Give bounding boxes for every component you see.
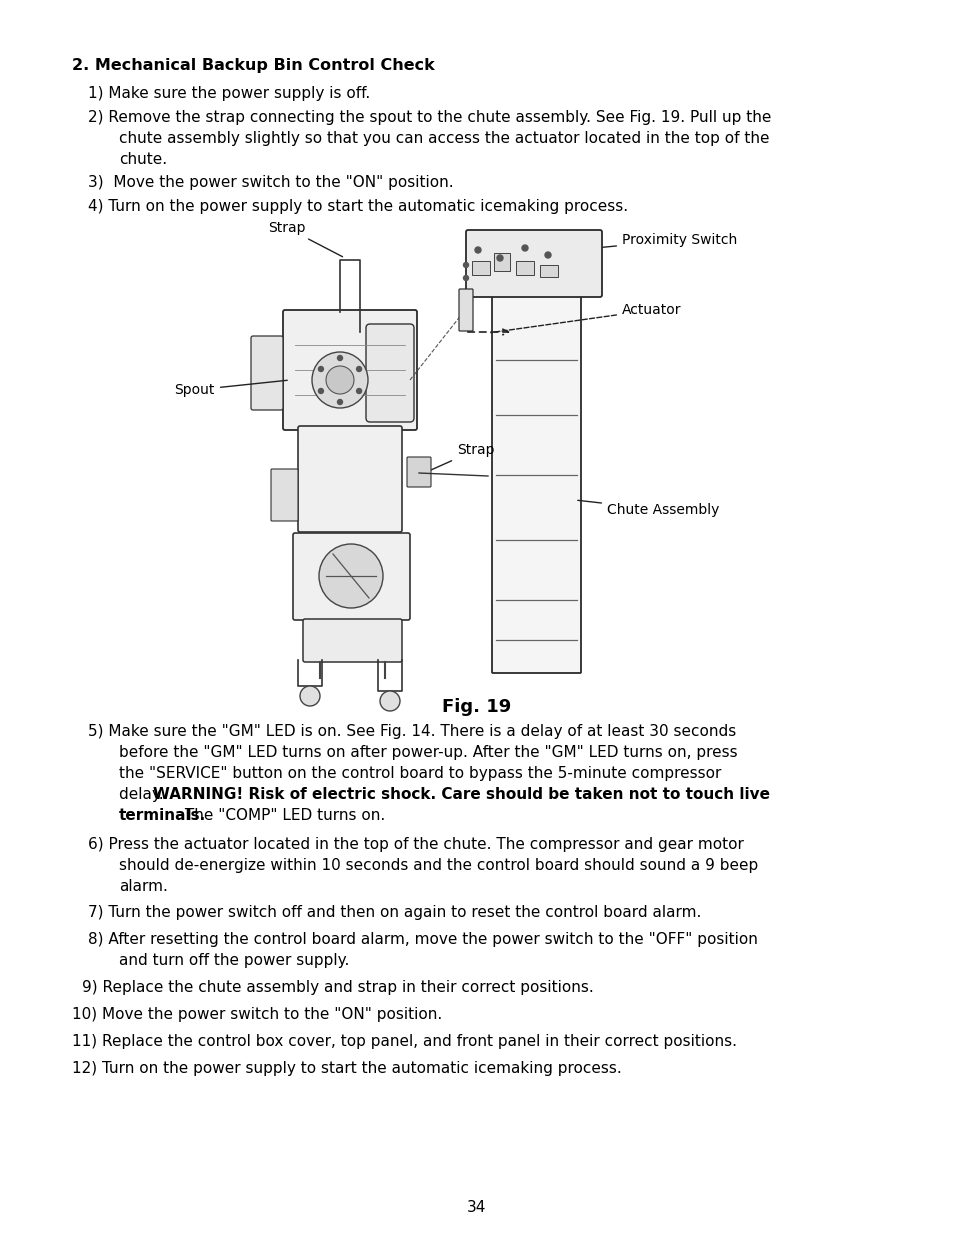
Text: 10) Move the power switch to the "ON" position.: 10) Move the power switch to the "ON" po… bbox=[71, 1007, 442, 1023]
Text: before the "GM" LED turns on after power-up. After the "GM" LED turns on, press: before the "GM" LED turns on after power… bbox=[119, 745, 737, 760]
FancyBboxPatch shape bbox=[407, 457, 431, 487]
Text: 5) Make sure the "GM" LED is on. See Fig. 14. There is a delay of at least 30 se: 5) Make sure the "GM" LED is on. See Fig… bbox=[88, 724, 736, 739]
FancyBboxPatch shape bbox=[465, 230, 601, 296]
FancyBboxPatch shape bbox=[251, 336, 283, 410]
Text: 2. Mechanical Backup Bin Control Check: 2. Mechanical Backup Bin Control Check bbox=[71, 58, 435, 73]
Bar bbox=[472, 261, 490, 275]
Text: and turn off the power supply.: and turn off the power supply. bbox=[119, 953, 349, 968]
Text: 4) Turn on the power supply to start the automatic icemaking process.: 4) Turn on the power supply to start the… bbox=[88, 199, 627, 214]
Circle shape bbox=[356, 367, 361, 372]
Circle shape bbox=[318, 543, 382, 608]
Circle shape bbox=[463, 275, 468, 280]
Circle shape bbox=[356, 389, 361, 394]
Circle shape bbox=[379, 692, 399, 711]
Circle shape bbox=[326, 366, 354, 394]
Text: The "COMP" LED turns on.: The "COMP" LED turns on. bbox=[180, 808, 385, 823]
Circle shape bbox=[521, 245, 527, 251]
Bar bbox=[539, 266, 558, 277]
Text: 3)  Move the power switch to the "ON" position.: 3) Move the power switch to the "ON" pos… bbox=[88, 175, 453, 190]
FancyBboxPatch shape bbox=[283, 310, 416, 430]
Text: Chute Assembly: Chute Assembly bbox=[578, 500, 719, 517]
FancyBboxPatch shape bbox=[297, 426, 401, 532]
Text: 34: 34 bbox=[467, 1200, 486, 1215]
Text: chute.: chute. bbox=[119, 152, 167, 167]
Text: 11) Replace the control box cover, top panel, and front panel in their correct p: 11) Replace the control box cover, top p… bbox=[71, 1034, 737, 1049]
FancyBboxPatch shape bbox=[293, 534, 410, 620]
Circle shape bbox=[337, 356, 342, 361]
Circle shape bbox=[463, 263, 468, 268]
Text: Fig. 19: Fig. 19 bbox=[442, 698, 511, 716]
Text: 9) Replace the chute assembly and strap in their correct positions.: 9) Replace the chute assembly and strap … bbox=[82, 981, 593, 995]
Circle shape bbox=[544, 252, 551, 258]
Text: 6) Press the actuator located in the top of the chute. The compressor and gear m: 6) Press the actuator located in the top… bbox=[88, 837, 743, 852]
Text: alarm.: alarm. bbox=[119, 879, 168, 894]
Text: chute assembly slightly so that you can access the actuator located in the top o: chute assembly slightly so that you can … bbox=[119, 131, 769, 146]
Circle shape bbox=[299, 685, 319, 706]
Bar bbox=[494, 253, 510, 270]
Text: 7) Turn the power switch off and then on again to reset the control board alarm.: 7) Turn the power switch off and then on… bbox=[88, 905, 700, 920]
Circle shape bbox=[312, 352, 368, 408]
Text: delay.: delay. bbox=[119, 787, 169, 802]
Text: Spout: Spout bbox=[174, 380, 287, 396]
Bar bbox=[516, 261, 534, 275]
Text: 12) Turn on the power supply to start the automatic icemaking process.: 12) Turn on the power supply to start th… bbox=[71, 1061, 621, 1076]
FancyBboxPatch shape bbox=[303, 619, 401, 662]
Circle shape bbox=[475, 247, 480, 253]
Text: should de-energize within 10 seconds and the control board should sound a 9 beep: should de-energize within 10 seconds and… bbox=[119, 858, 758, 873]
FancyBboxPatch shape bbox=[366, 324, 414, 422]
Circle shape bbox=[337, 399, 342, 405]
Text: 2) Remove the strap connecting the spout to the chute assembly. See Fig. 19. Pul: 2) Remove the strap connecting the spout… bbox=[88, 110, 771, 125]
Text: WARNING! Risk of electric shock. Care should be taken not to touch live: WARNING! Risk of electric shock. Care sh… bbox=[152, 787, 769, 802]
Text: Strap: Strap bbox=[268, 221, 342, 257]
FancyBboxPatch shape bbox=[492, 289, 580, 673]
Text: 8) After resetting the control board alarm, move the power switch to the "OFF" p: 8) After resetting the control board ala… bbox=[88, 932, 757, 947]
Circle shape bbox=[497, 254, 502, 261]
Text: Actuator: Actuator bbox=[490, 303, 680, 332]
Text: Proximity Switch: Proximity Switch bbox=[598, 233, 737, 248]
Text: the "SERVICE" button on the control board to bypass the 5-minute compressor: the "SERVICE" button on the control boar… bbox=[119, 766, 720, 781]
Text: terminals.: terminals. bbox=[119, 808, 206, 823]
FancyBboxPatch shape bbox=[271, 469, 297, 521]
FancyBboxPatch shape bbox=[458, 289, 473, 331]
Circle shape bbox=[318, 367, 323, 372]
Text: 1) Make sure the power supply is off.: 1) Make sure the power supply is off. bbox=[88, 86, 370, 101]
Circle shape bbox=[318, 389, 323, 394]
Text: Strap: Strap bbox=[416, 443, 494, 477]
